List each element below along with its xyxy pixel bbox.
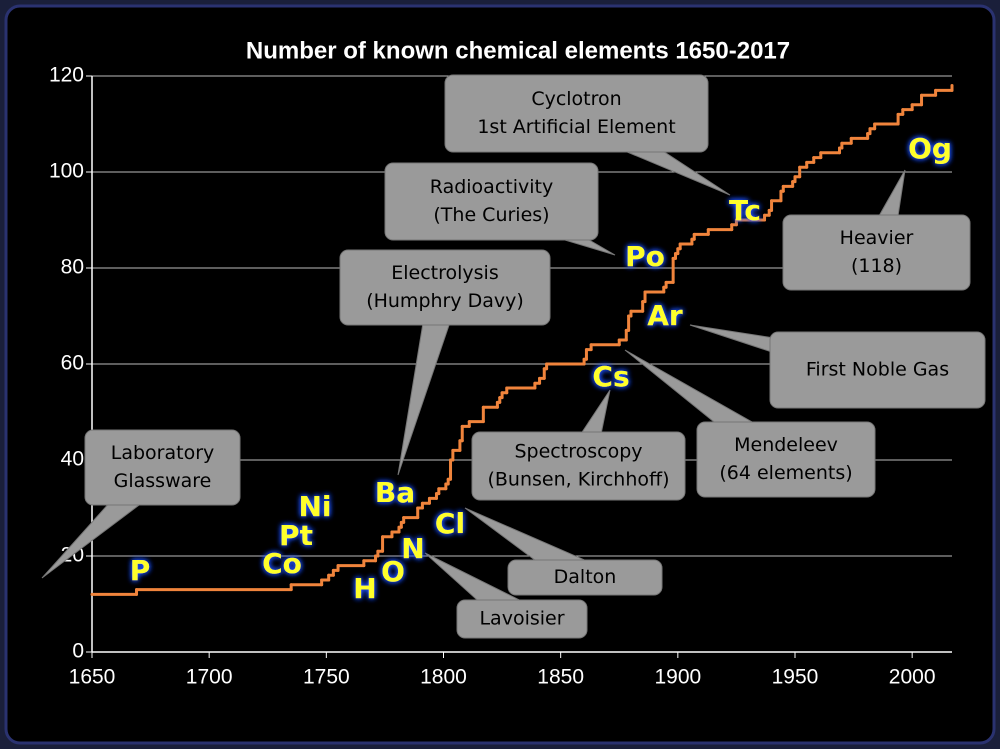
callout-text: Lavoisier [479,608,564,630]
callout-text: (Bunsen, Kirchhoff) [487,469,669,491]
y-tick-label: 60 [61,352,84,375]
callout-text: (The Curies) [433,204,549,226]
callout-text: (Humphry Davy) [366,290,524,312]
element-label: Pt [279,519,313,552]
callout-text: Electrolysis [391,262,499,284]
element-label: N [401,532,424,565]
callout-text: Cyclotron [531,88,621,110]
element-label: Cs [592,360,629,393]
callout-text: First Noble Gas [806,359,949,381]
chart-title: Number of known chemical elements 1650-2… [246,37,790,64]
x-tick-label: 1700 [186,666,233,689]
element-label: Ba [375,476,415,509]
callout-text: (64 elements) [719,462,852,484]
callout-box [696,421,876,498]
callout-text: Mendeleev [734,434,838,456]
y-tick-label: 40 [61,448,84,471]
element-label: Co [262,547,302,580]
frame [4,4,996,745]
callout-text: Dalton [554,566,617,588]
element-label: P [130,554,151,587]
callout-text: (118) [851,255,902,277]
element-label: Po [625,240,665,273]
callout-text: Glassware [114,470,212,492]
callout-box [471,431,686,501]
y-tick-label: 0 [72,640,84,663]
element-label: O [381,555,405,588]
callout-box [456,599,588,639]
x-tick-label: 1950 [772,666,819,689]
callout-box [782,214,971,291]
element-label: Ni [298,490,331,523]
callout-box [384,162,599,241]
callout-text: Laboratory [111,442,215,464]
element-label: Cl [435,507,465,540]
callout-box [769,331,986,409]
y-tick-label: 100 [49,160,84,183]
callout-text: Radioactivity [430,176,553,198]
callout-text: Spectroscopy [515,441,643,463]
callout-box [444,74,709,153]
x-tick-label: 1850 [537,666,584,689]
callout-box [339,249,551,326]
x-tick-label: 1650 [69,666,116,689]
x-tick-label: 1800 [420,666,467,689]
x-tick-label: 1900 [654,666,701,689]
element-label: Ar [647,299,683,332]
callout-text: 1st Artificial Element [477,116,675,138]
y-tick-label: 120 [49,64,84,87]
callout-text: Heavier [840,227,914,249]
x-tick-label: 1750 [303,666,350,689]
x-tick-label: 2000 [889,666,936,689]
callout-box [507,559,663,596]
callout-box [84,429,241,506]
element-label: Og [908,132,952,165]
element-label: H [353,572,376,605]
y-tick-label: 80 [61,256,84,279]
element-label: Tc [729,194,761,227]
